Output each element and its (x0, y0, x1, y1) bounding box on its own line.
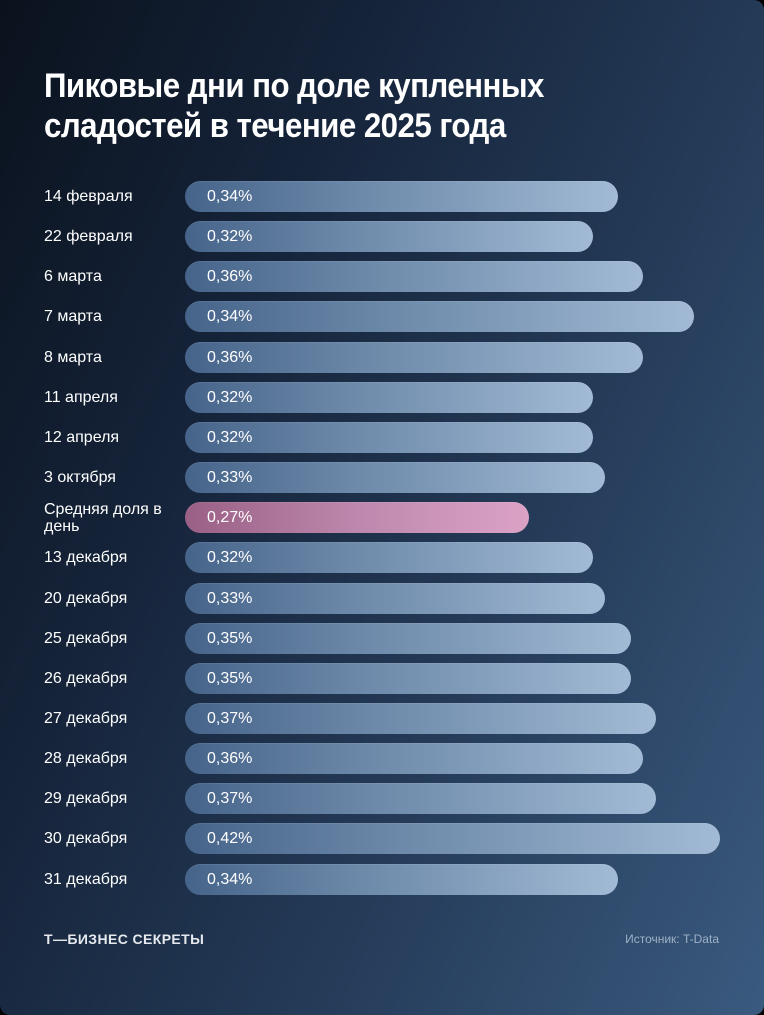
row-label: 25 декабря (44, 630, 128, 647)
row-label: 26 декабря (44, 670, 128, 687)
value-bar: 0,32% (185, 422, 593, 453)
chart-title: Пиковые дни по доле купленных сладостей … (44, 67, 544, 145)
row-label: 13 декабря (44, 549, 128, 566)
row-label: 31 декабря (44, 871, 128, 888)
row-label: 11 апреля (44, 389, 118, 406)
bar-value-label: 0,36% (207, 348, 253, 366)
bar-value-label: 0,35% (207, 669, 253, 687)
value-bar: 0,32% (185, 542, 593, 573)
row-label: 22 февраля (44, 228, 133, 245)
bar-row: 6 марта 0,36% (0, 261, 764, 293)
brand-logo: Т—БИЗНЕС СЕКРЕТЫ (44, 931, 205, 947)
bar-value-label: 0,33% (207, 468, 253, 486)
bar-row: 26 декабря 0,35% (0, 663, 764, 695)
value-bar: 0,36% (185, 342, 643, 373)
row-label: 27 декабря (44, 710, 128, 727)
value-bar: 0,34% (185, 864, 618, 895)
bar-value-label: 0,36% (207, 749, 253, 767)
bar-value-label: 0,37% (207, 709, 253, 727)
bar-value-label: 0,34% (207, 307, 253, 325)
bar-row: 11 апреля 0,32% (0, 382, 764, 414)
average-bar: 0,27% (185, 502, 529, 533)
row-label: 29 декабря (44, 790, 128, 807)
value-bar: 0,37% (185, 703, 656, 734)
bar-value-label: 0,32% (207, 428, 253, 446)
row-label: Средняя доля в день (44, 501, 162, 535)
row-label: 7 марта (44, 308, 102, 325)
row-label: 8 марта (44, 349, 102, 366)
row-label: 30 декабря (44, 830, 128, 847)
bar-value-label: 0,27% (207, 508, 253, 526)
bar-value-label: 0,36% (207, 267, 253, 285)
bar-row: 27 декабря 0,37% (0, 703, 764, 735)
bar-value-label: 0,34% (207, 187, 253, 205)
bar-value-label: 0,42% (207, 829, 253, 847)
row-label: 12 апреля (44, 429, 120, 446)
value-bar: 0,33% (185, 462, 605, 493)
bar-row: 31 декабря 0,34% (0, 864, 764, 896)
value-bar: 0,42% (185, 823, 720, 854)
bar-row: 3 октября 0,33% (0, 462, 764, 494)
row-label: 14 февраля (44, 188, 133, 205)
bar-row: 28 декабря 0,36% (0, 743, 764, 775)
row-label: 20 декабря (44, 590, 128, 607)
bar-value-label: 0,32% (207, 548, 253, 566)
bar-value-label: 0,34% (207, 870, 253, 888)
value-bar: 0,34% (185, 301, 694, 332)
value-bar: 0,36% (185, 261, 643, 292)
row-label: 3 октября (44, 469, 116, 486)
bar-row: 22 февраля 0,32% (0, 221, 764, 253)
value-bar: 0,32% (185, 382, 593, 413)
bar-row: 13 декабря 0,32% (0, 542, 764, 574)
row-label: 28 декабря (44, 750, 128, 767)
bar-value-label: 0,37% (207, 789, 253, 807)
source-note: Источник: T-Data (625, 932, 719, 946)
value-bar: 0,37% (185, 783, 656, 814)
value-bar: 0,34% (185, 181, 618, 212)
bar-row: 20 декабря 0,33% (0, 583, 764, 615)
value-bar: 0,36% (185, 743, 643, 774)
value-bar: 0,32% (185, 221, 593, 252)
value-bar: 0,35% (185, 663, 631, 694)
bar-row: 25 декабря 0,35% (0, 623, 764, 655)
bar-row: 29 декабря 0,37% (0, 783, 764, 815)
bar-row: 30 декабря 0,42% (0, 823, 764, 855)
bar-row: 14 февраля 0,34% (0, 181, 764, 213)
bar-row: 12 апреля 0,32% (0, 422, 764, 454)
bar-value-label: 0,32% (207, 227, 253, 245)
bar-row: 8 марта 0,36% (0, 342, 764, 374)
bar-value-label: 0,32% (207, 388, 253, 406)
bar-row-average: Средняя доля в день 0,27% (0, 501, 764, 535)
bar-value-label: 0,35% (207, 629, 253, 647)
bar-row: 7 марта 0,34% (0, 301, 764, 333)
bar-value-label: 0,33% (207, 589, 253, 607)
value-bar: 0,33% (185, 583, 605, 614)
row-label: 6 марта (44, 268, 102, 285)
value-bar: 0,35% (185, 623, 631, 654)
